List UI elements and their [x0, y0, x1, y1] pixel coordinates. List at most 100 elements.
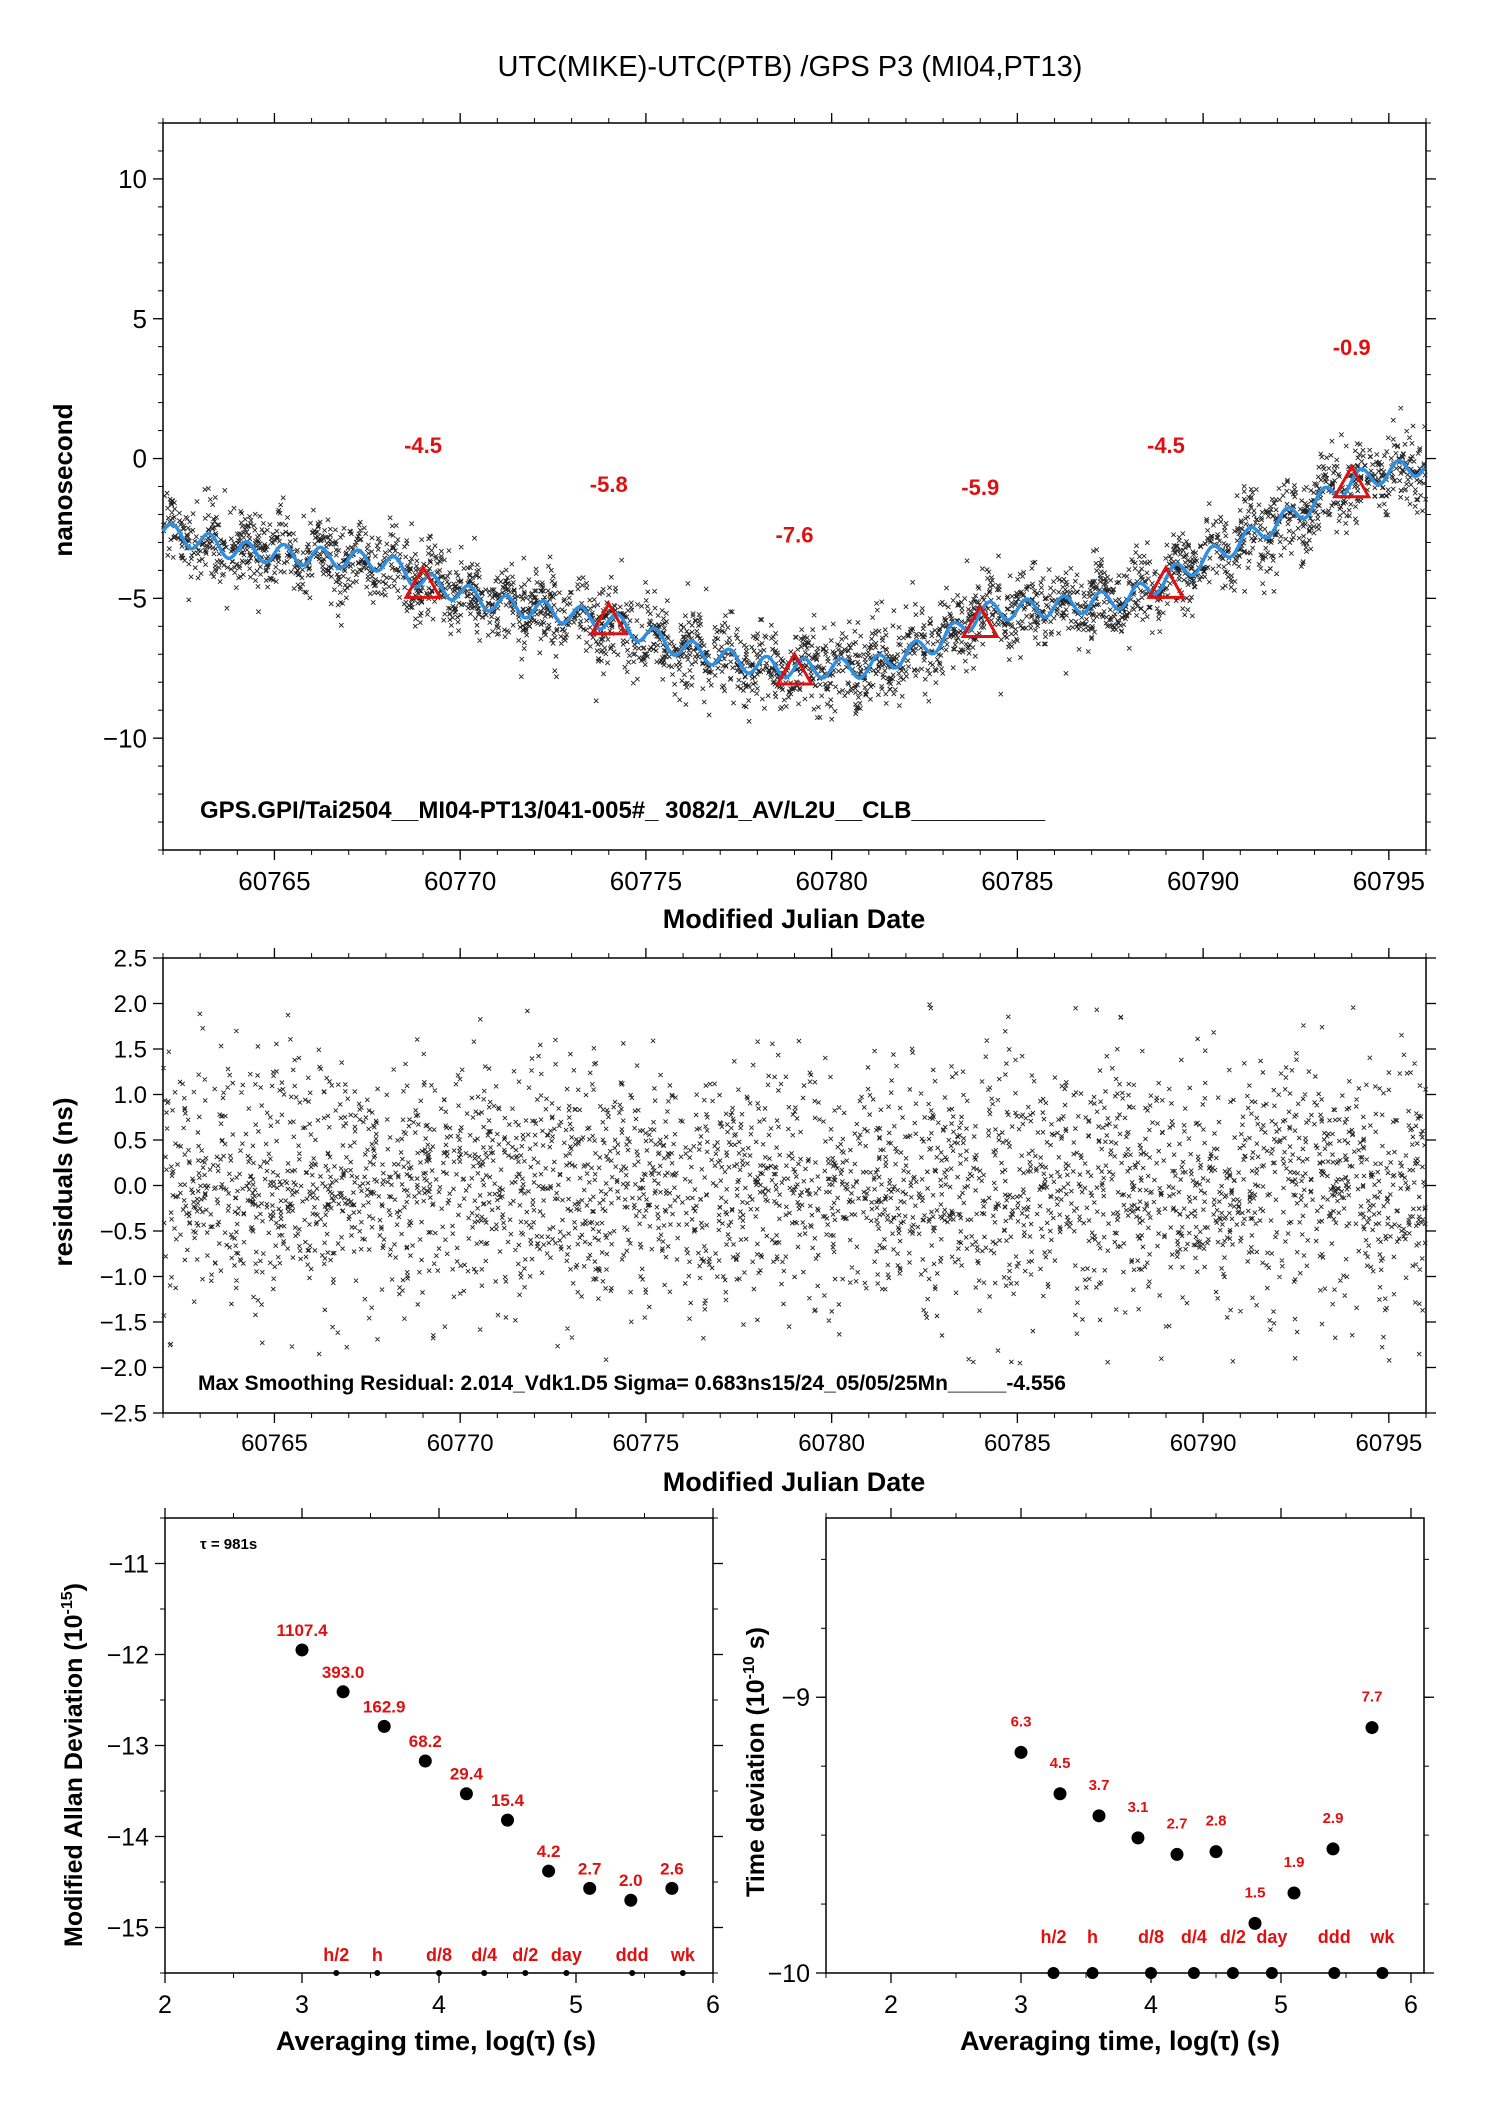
interval-label: h [372, 1945, 383, 1965]
deviation-value-label: 1.9 [1284, 1854, 1305, 1871]
interval-marker [1265, 1967, 1278, 1979]
deviation-point [377, 1719, 391, 1733]
x-tick-label: 60780 [795, 866, 867, 896]
deviation-point [1053, 1787, 1067, 1801]
chart4-ylabel-main: Time deviation (10 [742, 1679, 770, 1897]
deviation-value-label: 3.7 [1089, 1777, 1110, 1794]
deviation-point [1092, 1809, 1106, 1823]
deviation-value-label: 2.0 [619, 1871, 643, 1890]
plot-frame [162, 122, 1427, 851]
daily-value-label: -5.8 [590, 472, 628, 497]
chart1-xlabel: Modified Julian Date [663, 904, 926, 934]
deviation-value-label: 393.0 [322, 1663, 365, 1682]
daily-marker [589, 600, 629, 636]
y-tick-label: −14 [107, 1823, 150, 1851]
panel-time-deviation: 2 3 4 5 6 −10 −9 6.3 4.5 3.7 3.1 2.7 2.8 1.5 1.9 2.9 7.7… [768, 1508, 1434, 2019]
y-tick-label: 2.5 [114, 945, 147, 972]
x-tick-label: 3 [1014, 1991, 1028, 2019]
deviation-value-label: 1107.4 [276, 1621, 328, 1640]
interval-label: d/4 [471, 1945, 497, 1965]
interval-label: h [1087, 1927, 1098, 1947]
chart2-footer: Max Smoothing Residual: 2.014_Vdk1.D5 Si… [198, 1372, 1066, 1395]
deviation-point [1014, 1745, 1028, 1759]
deviation-point [624, 1893, 638, 1907]
interval-marker [1145, 1967, 1157, 1979]
interval-label: day [551, 1945, 582, 1965]
panel-time-series: 60765 60770 60775 60780 60785 60790 60795 −10 −5… [103, 113, 1436, 896]
deviation-point [542, 1864, 556, 1878]
deviation-point [1326, 1842, 1340, 1856]
daily-marker [1146, 564, 1186, 599]
deviation-value-label: 2.9 [1323, 1810, 1344, 1827]
x-tick-label: 60770 [424, 866, 496, 896]
daily-value-label: -0.9 [1333, 335, 1371, 360]
interval-label: day [1256, 1927, 1287, 1947]
deviation-point [418, 1754, 432, 1768]
x-tick-label: 60775 [613, 1430, 680, 1457]
deviation-point [1131, 1831, 1145, 1845]
interval-marker [629, 1970, 636, 1976]
y-tick-label: −0.5 [100, 1218, 147, 1245]
x-tick-label: 60780 [798, 1430, 865, 1457]
y-tick-label: −1.0 [100, 1264, 147, 1291]
interval-marker [563, 1970, 570, 1976]
deviation-value-label: 68.2 [409, 1732, 442, 1751]
interval-marker [1328, 1967, 1341, 1979]
deviation-point [1170, 1847, 1184, 1861]
x-tick-label: 6 [1404, 1991, 1418, 2019]
deviation-value-label: 4.5 [1050, 1755, 1071, 1772]
deviation-value-label: 6.3 [1011, 1713, 1032, 1730]
daily-marker [1332, 463, 1372, 499]
x-tick-label: 60765 [241, 1430, 308, 1457]
y-tick-label: −2.5 [100, 1400, 147, 1427]
daily-value-label: -7.6 [776, 522, 814, 547]
interval-marker [1187, 1967, 1200, 1979]
smoothing-curve [161, 458, 1426, 680]
deviation-value-label: 15.4 [491, 1791, 525, 1810]
chart1-footer: GPS.GPI/Tai2504__MI04-PT13/041-005#_ 308… [200, 797, 1046, 824]
panel-residuals: 60765 60770 60775 60780 60785 60790 60795 −2.5 −… [100, 945, 1436, 1457]
chart4-ylabel-close: s) [742, 1627, 770, 1656]
deviation-value-label: 2.6 [660, 1859, 684, 1878]
x-tick-label: 4 [1144, 1991, 1158, 2019]
interval-label: ddd [616, 1945, 649, 1965]
x-tick-label: 60790 [1170, 1430, 1237, 1457]
x-tick-label: 60785 [984, 1430, 1051, 1457]
interval-marker [1047, 1967, 1060, 1979]
interval-marker [1376, 1967, 1389, 1979]
interval-label: h/2 [323, 1945, 349, 1965]
deviation-point [336, 1685, 350, 1699]
deviation-value-label: 162.9 [363, 1697, 406, 1716]
daily-value-label: -5.9 [961, 475, 999, 500]
interval-label: h/2 [1040, 1927, 1066, 1947]
interval-label: d/8 [1138, 1927, 1164, 1947]
chart3-ylabel-main: Modified Allan Deviation (10 [60, 1615, 88, 1947]
y-tick-label: 1.0 [114, 1082, 147, 1109]
interval-marker [481, 1970, 488, 1976]
y-tick-label: 0.5 [114, 1127, 147, 1154]
x-tick-label: 4 [432, 1991, 446, 2019]
x-tick-label: 2 [158, 1991, 172, 2019]
x-tick-label: 60785 [981, 866, 1053, 896]
x-tick-label: 60795 [1353, 866, 1425, 896]
y-tick-label: −10 [768, 1960, 810, 1988]
deviation-point [583, 1881, 597, 1895]
y-tick-label: 0 [133, 444, 147, 474]
deviation-point [1248, 1916, 1262, 1930]
chart2-ylabel: residuals (ns) [48, 1097, 78, 1266]
interval-marker [1086, 1967, 1099, 1979]
deviation-value-label: 1.5 [1245, 1884, 1266, 1901]
chart1-title: UTC(MIKE)-UTC(PTB) /GPS P3 (MI04,PT13) [498, 51, 1083, 83]
deviation-value-label: 7.7 [1362, 1689, 1383, 1706]
chart1-ylabel: nanosecond [48, 403, 78, 556]
x-tick-label: 60775 [610, 866, 682, 896]
x-tick-label: 2 [884, 1991, 898, 2019]
x-tick-label: 6 [706, 1991, 720, 2019]
deviation-value-label: 2.7 [1167, 1815, 1188, 1832]
y-tick-label: −15 [107, 1914, 149, 1942]
daily-value-label: -4.5 [1147, 433, 1185, 458]
interval-label: d/8 [426, 1945, 452, 1965]
y-tick-label: −9 [781, 1684, 810, 1712]
y-tick-label: −1.5 [100, 1309, 147, 1336]
chart4-ylabel-exp: -10 [741, 1656, 758, 1679]
